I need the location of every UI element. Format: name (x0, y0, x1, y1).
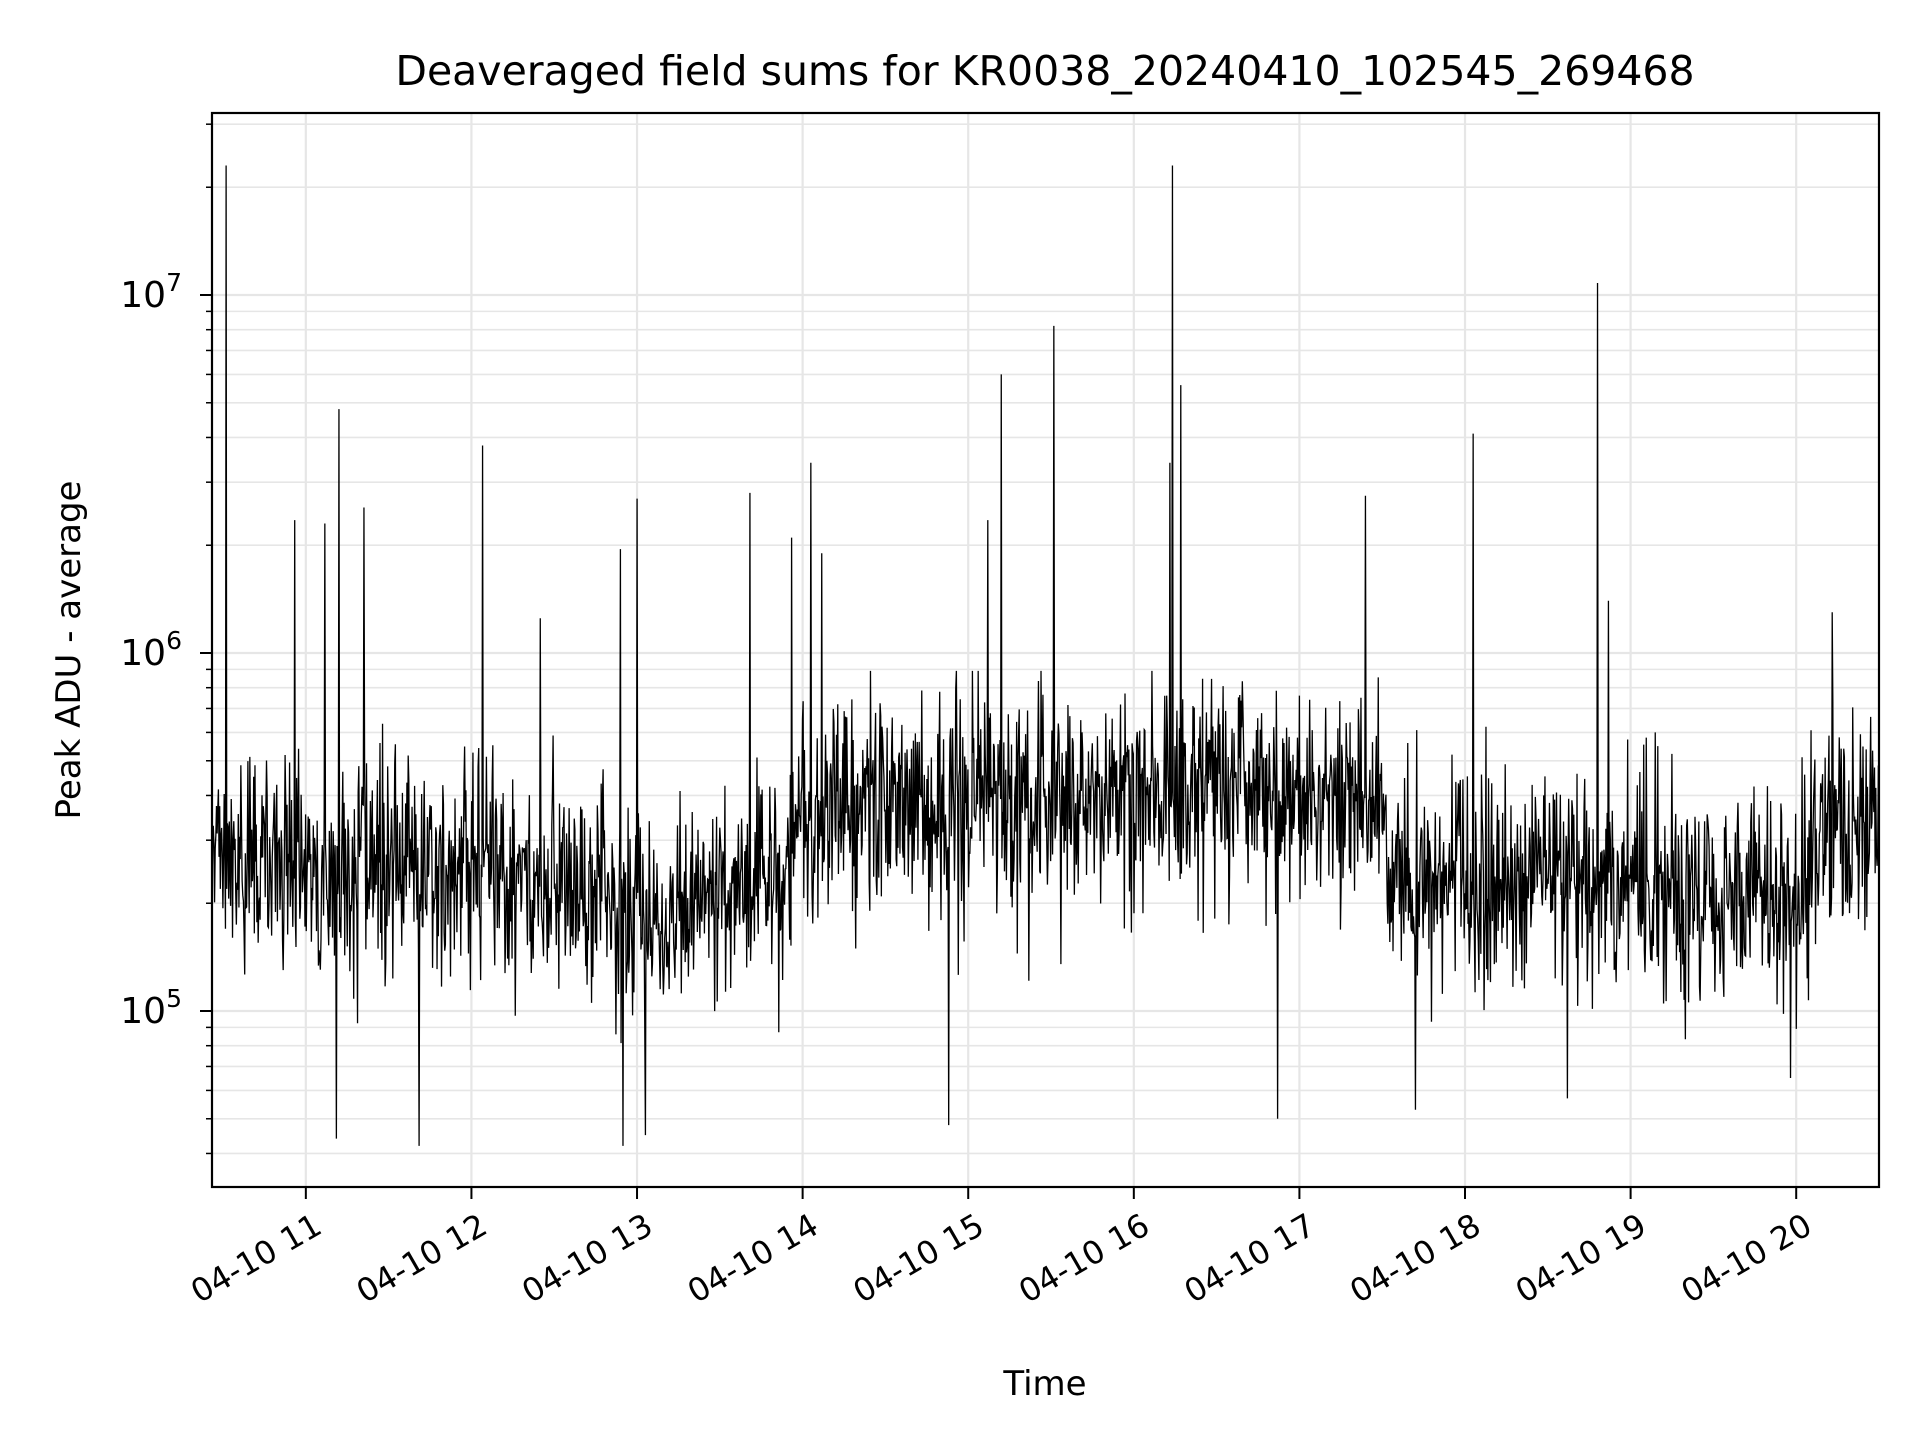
y-axis-ticks: 105 106 107 (120, 123, 212, 1155)
chart-title: Deaveraged field sums for KR0038_2024041… (395, 47, 1694, 95)
y-tick-label: 105 (120, 984, 182, 1032)
series-line (211, 165, 1880, 1146)
x-axis-label: Time (1002, 1364, 1086, 1404)
y-tick-label: 107 (120, 268, 182, 316)
y-axis-label: Peak ADU - average (49, 481, 89, 820)
plot-frame (210, 111, 1881, 1189)
series-line-group (211, 165, 1880, 1146)
y-tick-label: 106 (120, 626, 182, 674)
